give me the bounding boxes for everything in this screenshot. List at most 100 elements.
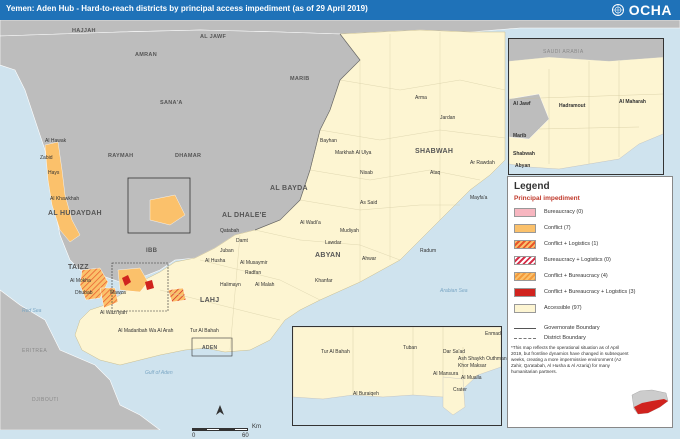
inset-label: Al Maharah [619,99,646,105]
district-label: Radum [420,248,437,254]
gov-label-amran: AMRAN [135,52,157,58]
district-label: Damt [236,238,248,244]
gov-label-dhamar: DHAMAR [175,153,202,159]
legend-swatch [514,239,536,249]
taizz-all-three-2 [145,280,154,290]
legend-item-label: Conflict + Bureaucracy (4) [544,273,608,279]
gov-label-al-jawf: AL JAWF [200,34,227,40]
gov-label-marib: MARIB [290,76,310,82]
legend-swatch [514,287,536,297]
inset-aden-label: Ash Shaykh Outhman [458,356,507,362]
inset-label: Hadramout [559,103,586,109]
legend-swatch [514,255,536,265]
inset-label: SAUDI ARABIA [543,49,584,55]
gov-label-aden: ADEN [202,345,218,351]
legend-swatch [514,207,536,217]
gov-label-abyan: ABYAN [315,252,341,259]
legend-item-label: Conflict + Logistics (1) [544,241,599,247]
country-label-eritrea: ERITREA [22,348,48,354]
district-label: Dhubab [75,290,93,296]
hudaydah-conflict [44,141,81,243]
district-label: Al Khawkhah [50,196,80,202]
legend-line-solid [514,327,536,329]
district-label: Ar Rawdah [470,160,495,166]
district-label: Ataq [430,170,441,176]
gov-label-sanaa: SANA'A [160,100,183,106]
scale-unit: Km [252,424,261,430]
map-legend: Legend Principal impediment Bureaucracy … [507,176,673,428]
district-label: Qatabah [220,228,240,234]
legend-row-conflict-logistics: Conflict + Logistics (1) [514,239,598,249]
district-label: Al Malah [255,282,275,288]
gov-label-lahj: LAHJ [200,297,220,304]
gov-label-ibb: IBB [146,248,158,254]
africa-land [0,289,161,430]
legend-row-governorate-boundary: Governorate Boundary [514,323,600,333]
conflict-area-north [149,194,186,226]
gov-label-taizz: TAIZZ [68,264,89,271]
district-label: Mudiyah [340,228,359,234]
legend-swatch [514,303,536,313]
district-label: Al Wadi'a [300,220,321,226]
inset-aden-label: Enmad [485,331,501,337]
inset-label: Abyan [515,163,531,169]
inset-aden-label: Al Mualla [461,375,482,381]
legend-line-dashed [514,337,536,339]
legend-item-label: Accessible (97) [544,305,582,311]
district-label: Al Mokha [70,278,91,284]
gov-label-raymah: RAYMAH [108,153,134,159]
inset-map-overview: SAUDI ARABIA Al Jawf Hadramout Al Mahara… [508,38,664,175]
district-label: Jardan [440,115,456,121]
taizz-conflict-bureaucracy-2 [99,287,119,309]
district-label: Zabid [40,155,53,161]
district-label: Al Husha [205,258,226,264]
district-label: Ahwar [362,256,377,262]
country-label-djibouti: DJIBOUTI [32,397,59,403]
ocha-logo: OCHA [611,1,672,19]
ocha-logo-text: OCHA [628,2,672,18]
district-label: Bayhan [320,138,337,144]
legend-row-conflict: Conflict (7) [514,223,571,233]
legend-row-district-boundary: District Boundary [514,333,586,343]
district-label: Mayfa'a [470,195,488,201]
legend-item-label: Governorate Boundary [544,325,600,331]
legend-subtitle: Principal impediment [514,195,580,202]
district-label: Mawza [110,290,126,296]
lahj-conflict-logistics [167,287,187,303]
inset-aden-svg [292,326,502,416]
district-label: Al Madaribah Wa Al Arah [118,328,174,334]
inset-aden-label: Al Buraiqeh [353,391,379,397]
legend-item-label: Conflict (7) [544,225,571,231]
detail-box-aden [191,337,233,357]
map-canvas[interactable]: HAJJAH AMRAN AL JAWF SANA'A MARIB RAYMAH… [0,20,680,439]
legend-item-label: Bureaucracy + Logistics (0) [544,257,611,263]
inset-aden-label: Crater [453,387,467,393]
district-label: Markhah Al Ulya [335,150,372,156]
inset-aden-label: Khor Maksar [458,363,487,369]
legend-note: *This map reflects the operational situa… [511,345,629,374]
scale-zero: 0 [192,433,196,439]
legend-item-label: District Boundary [544,335,586,341]
yemen-locator-map [631,389,669,415]
legend-swatch [514,271,536,281]
district-label: Tur Al Bahah [190,328,219,334]
legend-title: Legend [514,181,550,192]
district-label: Al Hawak [45,138,67,144]
district-label: Lawdar [325,240,342,246]
scale-max: 60 [242,433,249,439]
gov-label-al-bayda: AL BAYDA [270,185,308,192]
district-label: Al Musaymir [240,260,268,266]
legend-row-bureaucracy-logistics: Bureaucracy + Logistics (0) [514,255,611,265]
legend-item-label: Conflict + Bureaucracy + Logistics (3) [544,289,636,295]
taizz-conflict [117,267,149,293]
legend-row-all-three: Conflict + Bureaucracy + Logistics (3) [514,287,635,297]
district-label: Al Wazi'iyah [100,310,127,316]
legend-swatch [514,223,536,233]
district-label: Radfan [245,270,262,276]
inset-aden-label: Tuban [403,345,417,351]
district-label: Arma [415,95,427,101]
inset-label: Al Jawf [513,101,531,107]
legend-row-conflict-bureaucracy: Conflict + Bureaucracy (4) [514,271,608,281]
district-label: Hays [48,170,60,176]
legend-row-bureaucracy: Bureaucracy (0) [514,207,583,217]
